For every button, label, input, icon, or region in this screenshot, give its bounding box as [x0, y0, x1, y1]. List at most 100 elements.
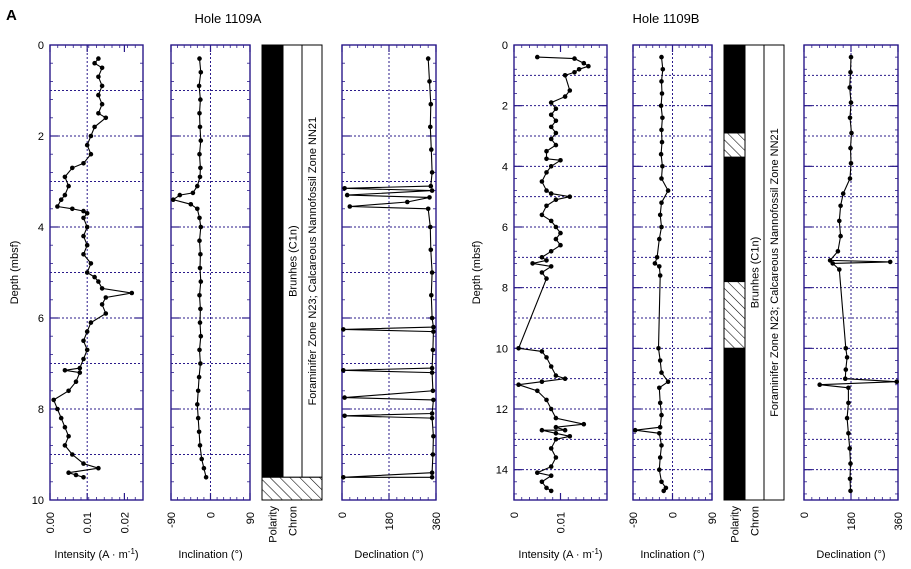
declination-data-point — [430, 347, 436, 353]
declination-plot: 0 180 360 Declination (°) — [799, 44, 905, 561]
hole-1109b-panel-group: Hole 1109B Depth (mbsf) 0 0.01 Intensity (A … — [471, 11, 905, 561]
intensity-data-point — [73, 379, 79, 385]
intensity-data-point — [553, 373, 559, 378]
x-tick-label: -90 — [628, 512, 640, 528]
declination-data-point — [428, 124, 433, 130]
inclination-data-point — [197, 293, 202, 298]
intensity-data-point — [81, 233, 86, 239]
inclination-data-point — [665, 379, 671, 385]
declination-data-point — [844, 415, 850, 421]
inclination-data-point — [657, 400, 663, 406]
intensity-data-point — [535, 388, 540, 394]
intensity-data-point — [567, 434, 573, 439]
intensity-data-point — [92, 274, 97, 280]
inclination-data-point — [197, 320, 203, 325]
inclination-data-point — [170, 197, 176, 202]
declination-data-point — [342, 395, 347, 400]
declination-data-point — [429, 188, 435, 193]
intensity-data-point — [548, 364, 554, 369]
intensity-data-point — [553, 197, 559, 202]
intensity-data-point — [81, 208, 86, 214]
intensity-data-point — [99, 65, 105, 71]
declination-data-point — [848, 54, 854, 60]
polarity-column: Brunhes (C1n) Foraminifer Zone N23; Calca… — [723, 44, 785, 543]
panel-letter: A — [6, 7, 17, 24]
intensity-data-point — [544, 188, 549, 193]
intensity-data-point — [553, 415, 559, 421]
x-tick-label: 0 — [668, 512, 680, 518]
inclination-data-point — [656, 346, 661, 351]
intensity-data-point — [548, 446, 554, 451]
intensity-data-point — [88, 320, 94, 325]
intensity-data-point — [562, 73, 568, 78]
inclination-data-point — [198, 138, 204, 143]
inclination-data-point — [198, 97, 203, 102]
inclination-data-point — [659, 54, 664, 60]
declination-data-point — [341, 368, 346, 373]
intensity-data-point — [55, 204, 60, 209]
inclination-data-point — [195, 388, 201, 394]
declination-series-line — [819, 57, 897, 491]
intensity-data-point — [544, 276, 549, 281]
zone-column — [763, 44, 785, 501]
intensity-data-point — [96, 111, 101, 116]
declination-data-point — [849, 130, 854, 136]
intensity-data-point — [539, 254, 545, 260]
polarity-interval — [723, 132, 746, 158]
inclination-data-point — [197, 347, 202, 353]
declination-data-point — [342, 186, 347, 191]
intensity-data-point — [548, 136, 554, 142]
inclination-data-point — [177, 192, 183, 198]
intensity-data-point — [553, 118, 559, 124]
x-axis-label: Intensity (A · m-1) — [54, 547, 138, 561]
polarity-interval — [723, 347, 746, 501]
inclination-data-point — [197, 238, 202, 243]
declination-data-point — [429, 315, 435, 321]
declination-data-point — [846, 385, 851, 391]
declination-data-point — [847, 176, 853, 181]
intensity-data-point — [553, 130, 559, 136]
declination-data-point — [429, 293, 434, 298]
y-tick-label: 8 — [502, 283, 508, 295]
inclination-data-point — [657, 212, 663, 218]
intensity-data-point — [558, 158, 563, 163]
zone-name-label: Foraminifer Zone N23; Calcareous Nannofo… — [307, 117, 319, 406]
intensity-data-point — [99, 286, 105, 291]
inclination-data-point — [659, 79, 664, 84]
intensity-data-point — [544, 258, 549, 263]
y-tick-label: 4 — [502, 161, 508, 173]
inclination-data-point — [197, 215, 202, 221]
intensity-data-point — [55, 406, 60, 412]
declination-series-line — [343, 58, 435, 478]
polarity-header: Polarity — [268, 506, 280, 543]
declination-data-point — [429, 270, 435, 275]
declination-data-point — [431, 434, 436, 439]
intensity-data-point — [544, 156, 549, 162]
declination-data-point — [848, 161, 854, 166]
no-data-interval — [261, 476, 323, 501]
intensity-data-point — [548, 249, 554, 254]
inclination-data-point — [197, 56, 202, 61]
declination-data-point — [425, 56, 431, 61]
intensity-data-point — [96, 279, 101, 284]
inclination-data-point — [201, 465, 207, 471]
inclination-data-point — [196, 83, 202, 89]
declination-data-point — [428, 183, 434, 189]
inclination-data-point — [659, 479, 664, 485]
intensity-data-point — [92, 60, 97, 66]
declination-data-point — [847, 85, 852, 90]
intensity-data-point — [553, 431, 559, 436]
declination-data-point — [430, 388, 436, 394]
x-tick-label: -90 — [166, 512, 178, 528]
inclination-data-point — [657, 236, 662, 242]
inclination-data-point — [188, 202, 194, 207]
intensity-data-point — [539, 179, 545, 184]
intensity-data-point — [562, 376, 568, 382]
intensity-data-point — [58, 415, 64, 421]
declination-data-point — [838, 203, 843, 209]
inclination-data-point — [659, 370, 664, 375]
intensity-data-point — [81, 215, 86, 221]
intensity-data-point — [81, 475, 86, 480]
x-tick-label: 180 — [846, 512, 858, 530]
